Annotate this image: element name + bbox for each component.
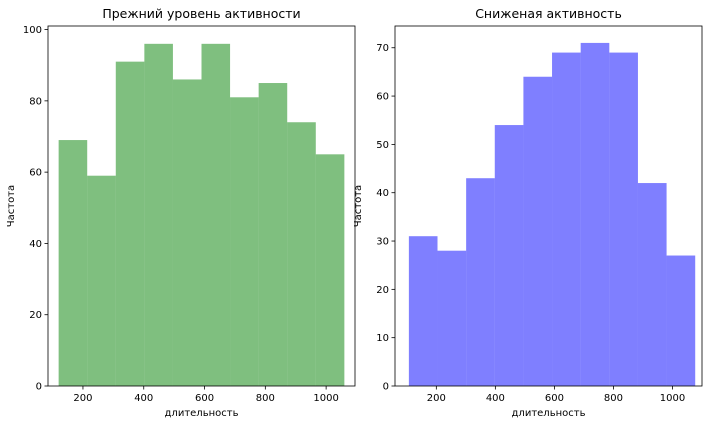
x-tick-label: 800 [604, 393, 623, 404]
y-tick-label: 0 [383, 382, 389, 393]
x-tick-label: 400 [134, 393, 153, 404]
histogram-bar [144, 43, 173, 387]
y-tick-label: 20 [376, 285, 389, 296]
x-tick-label: 400 [486, 393, 505, 404]
x-axis-label: длительность [165, 408, 239, 419]
y-tick-label: 0 [36, 382, 42, 393]
histogram-panel-reduced-activity: 200 400 600 800 1000 0 10 20 30 40 50 60 70 Сниженая … [353, 6, 703, 419]
histogram-bar [201, 43, 231, 387]
histogram-bar [258, 83, 288, 387]
y-axis-label: Частота [6, 185, 17, 227]
x-axis-label: длительность [512, 408, 586, 419]
y-tick-label: 20 [29, 310, 42, 321]
histogram-panel-previous-activity: 200 400 600 800 1000 0 20 40 60 80 100 Прежний уров… [6, 6, 356, 419]
histogram-bar [408, 236, 438, 386]
histogram-bar [666, 255, 696, 386]
y-tick-label: 50 [376, 140, 389, 151]
x-tick-label: 600 [545, 393, 564, 404]
y-tick-label: 100 [23, 25, 42, 36]
histogram-bar [115, 61, 145, 387]
y-tick-label: 70 [376, 43, 389, 54]
histogram-bar [552, 52, 581, 387]
histogram-bar [609, 52, 638, 387]
histogram-bar [580, 42, 610, 386]
y-tick-label: 80 [29, 96, 42, 107]
histogram-bar [437, 250, 467, 386]
histogram-bar [172, 79, 202, 387]
x-tick-label: 600 [195, 393, 214, 404]
y-tick-label: 40 [376, 188, 389, 199]
y-axis-label: Частота [353, 185, 364, 227]
histogram-bar [230, 97, 259, 386]
axes-frame [394, 25, 703, 387]
y-tick-label: 30 [376, 237, 389, 248]
x-tick-label: 1000 [660, 393, 685, 404]
y-tick-label: 60 [376, 92, 389, 103]
histogram-bar [58, 140, 88, 386]
x-tick-label: 200 [427, 393, 446, 404]
axes-frame [47, 25, 356, 387]
x-tick-label: 800 [256, 393, 275, 404]
y-tick-label: 60 [29, 168, 42, 179]
histogram-bar [637, 183, 667, 386]
histogram-bar [315, 154, 345, 386]
y-tick-label: 40 [29, 239, 42, 250]
x-tick-label: 1000 [313, 393, 338, 404]
histogram-bar [523, 76, 553, 387]
chart-title: Сниженая активность [475, 6, 622, 21]
histogram-bar [87, 175, 116, 386]
chart-title: Прежний уровень активности [102, 6, 300, 21]
y-tick-label: 10 [376, 333, 389, 344]
x-tick-label: 200 [73, 393, 92, 404]
histogram-bar [494, 125, 524, 387]
histogram-bar [466, 178, 495, 386]
histogram-bar [287, 122, 316, 387]
